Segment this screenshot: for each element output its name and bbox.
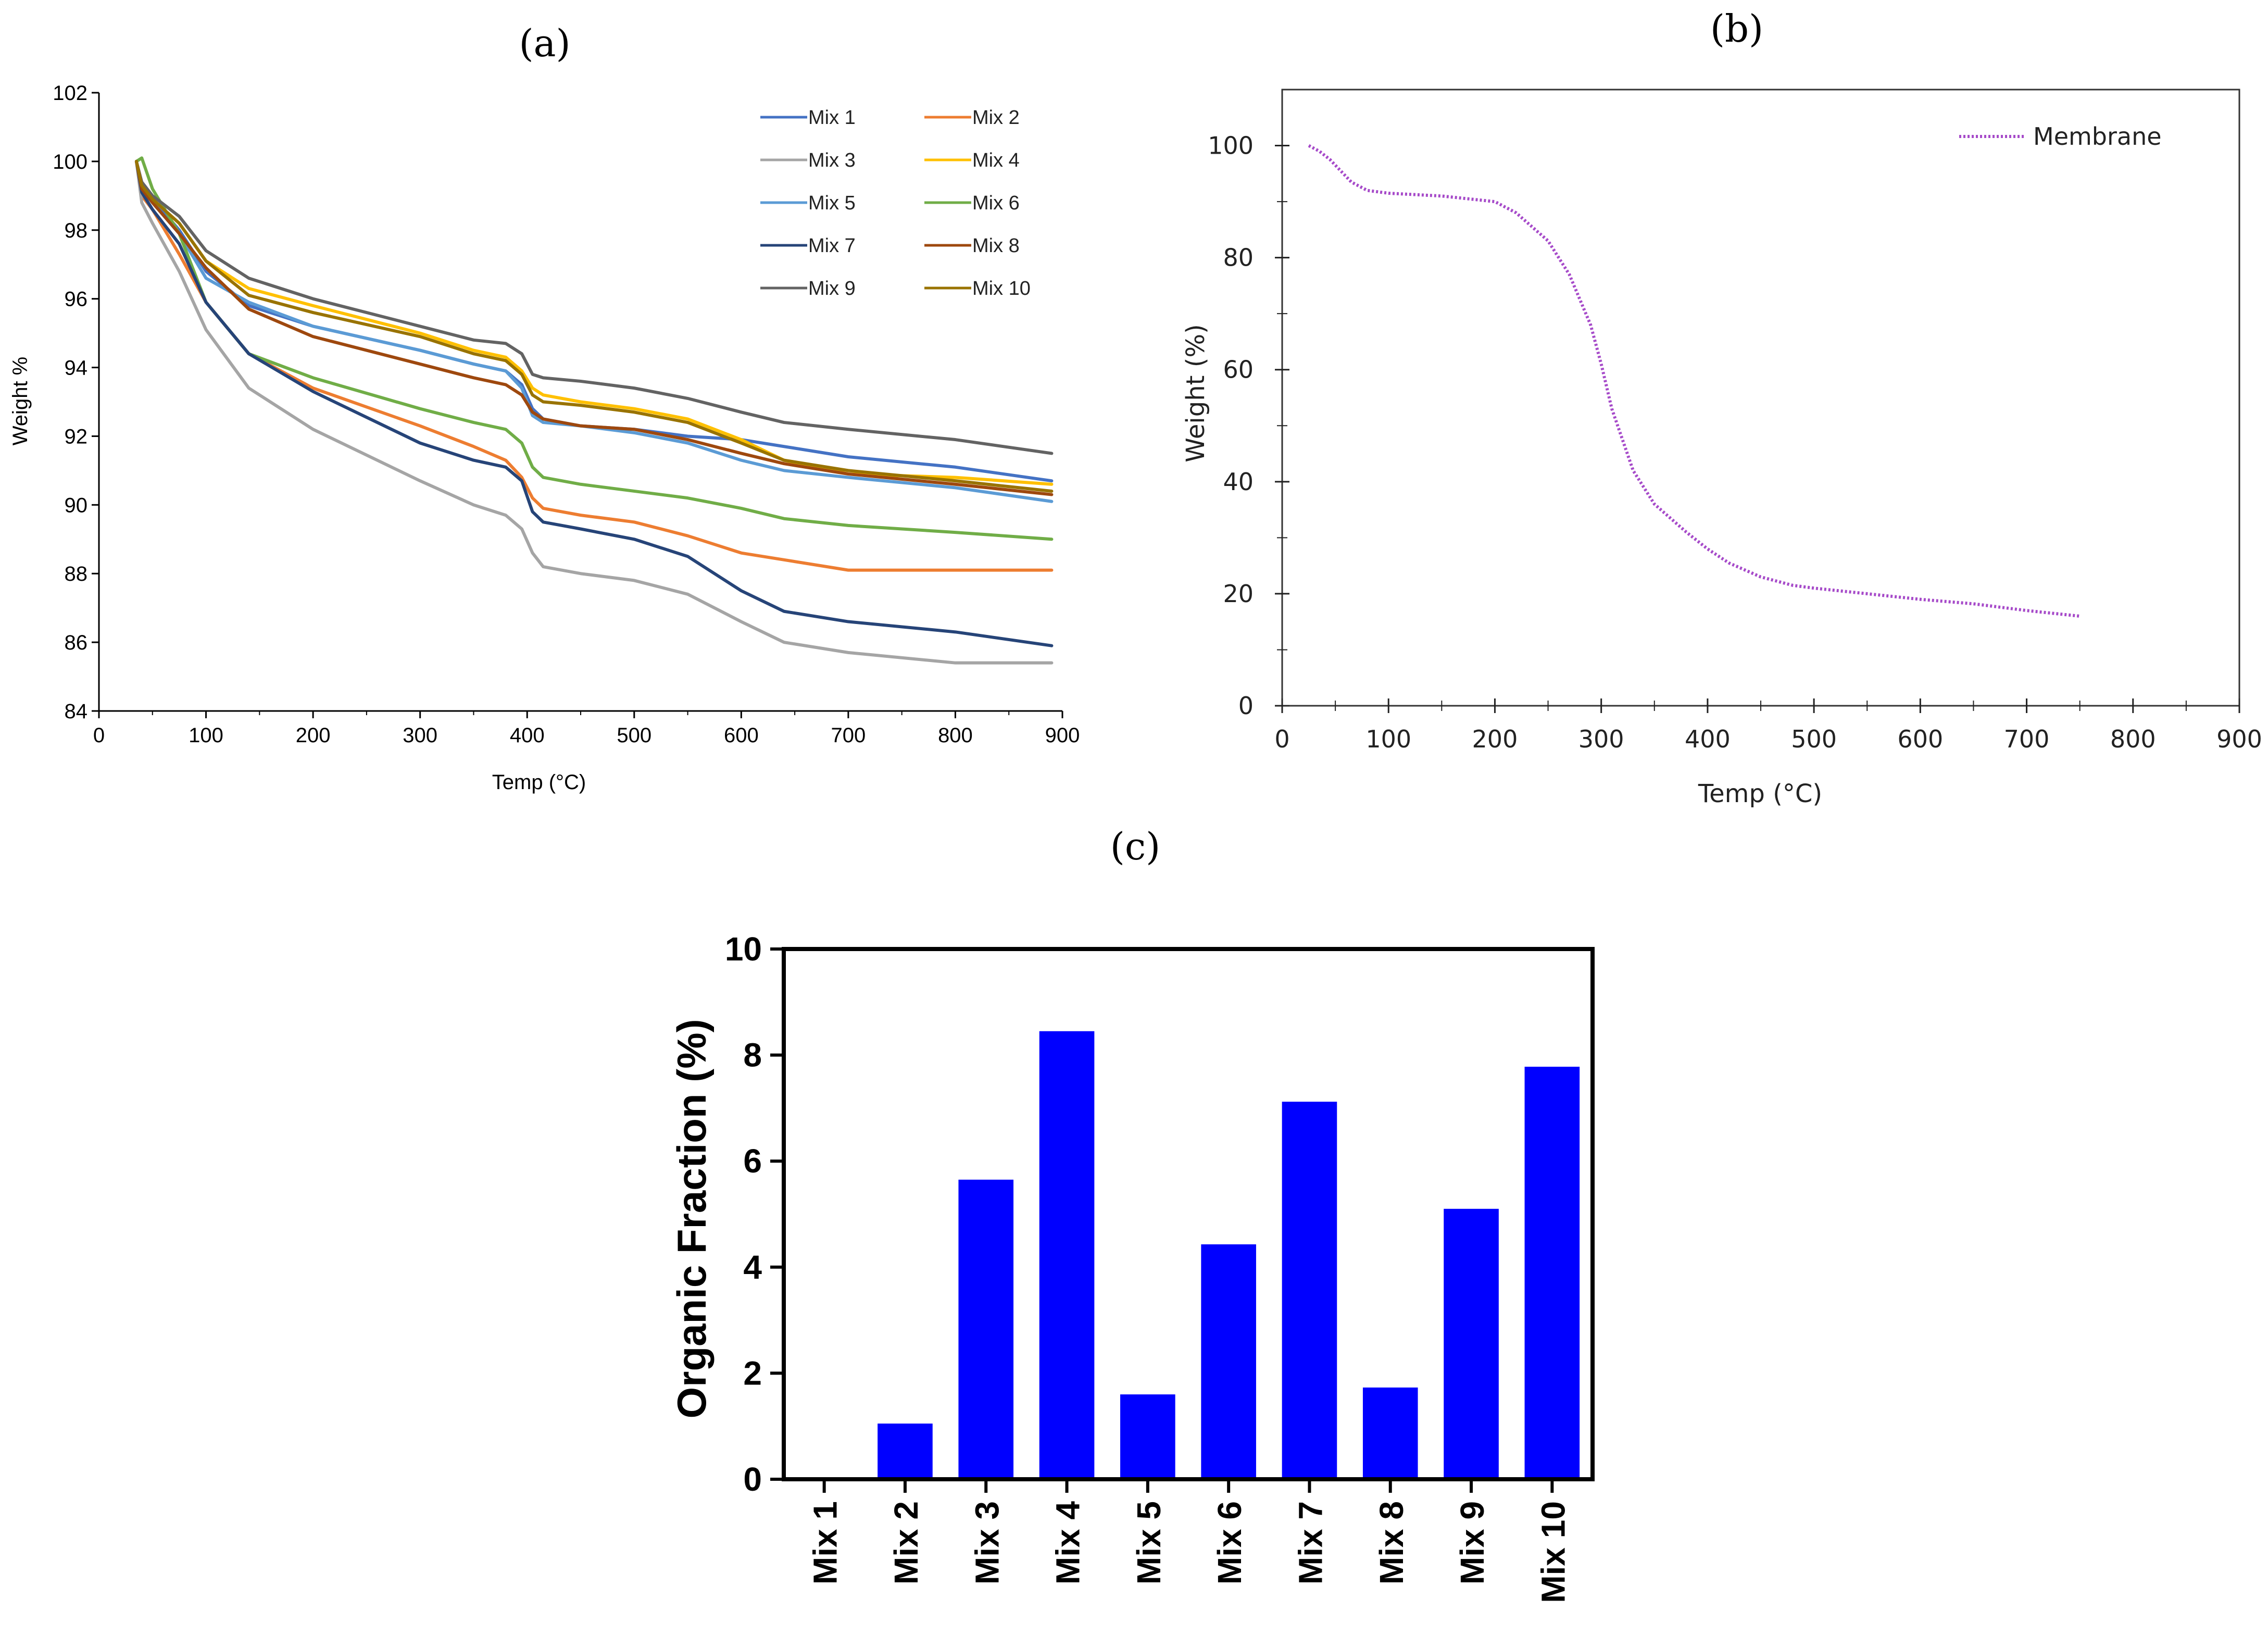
chart-a-x-tick-label: 600 <box>724 724 759 747</box>
chart-b-x-tick-label: 0 <box>1274 725 1289 753</box>
chart-b-series-line <box>1308 144 2080 618</box>
chart-b-y-label: Weight (%) <box>1181 324 1210 463</box>
chart-a-y-tick-label: 88 <box>65 563 88 585</box>
chart-a-x-label: Temp (°C) <box>492 771 586 794</box>
chart-a-legend-label: Mix 9 <box>808 278 856 299</box>
chart-a-legend-label: Mix 7 <box>808 235 856 257</box>
chart-b-legend-label: Membrane <box>2033 122 2162 151</box>
chart-a-x-tick-label: 700 <box>831 724 866 747</box>
chart-b-y-tick-label: 20 <box>1223 580 1254 608</box>
panel-label-b: (b) <box>1710 7 1763 51</box>
chart-b-legend: Membrane <box>1959 122 2162 151</box>
chart-a-x-tick-label: 900 <box>1045 724 1080 747</box>
chart-a-y-tick-label: 98 <box>65 219 88 242</box>
chart-b-x-tick-label: 200 <box>1472 725 1518 753</box>
panel-label-c: (c) <box>1110 825 1161 868</box>
chart-c-bar <box>1120 1394 1175 1479</box>
chart-a-series-line <box>134 159 1054 503</box>
chart-a-y-tick-label: 96 <box>65 288 88 311</box>
chart-a-legend-label: Mix 5 <box>808 192 856 214</box>
chart-a-legend-label: Mix 1 <box>808 107 856 129</box>
chart-b-x-tick-label: 600 <box>1897 725 1943 753</box>
chart-a-series-line <box>134 156 1054 541</box>
chart-a-y-tick-label: 84 <box>65 700 88 723</box>
chart-b-y-tick-label: 60 <box>1223 356 1254 384</box>
chart-a-y-tick-label: 102 <box>53 82 87 105</box>
chart-b-x-tick-label: 900 <box>2216 725 2262 753</box>
chart-b-y-tick-label: 0 <box>1238 692 1254 720</box>
chart-a-y-tick-label: 92 <box>65 425 88 448</box>
chart-a-y-tick-label: 90 <box>65 494 88 517</box>
chart-b-x-tick-label: 700 <box>2004 725 2050 753</box>
chart-a-x-tick-label: 300 <box>403 724 437 747</box>
chart-a-legend-label: Mix 3 <box>808 149 856 171</box>
chart-c-bar <box>1039 1031 1095 1479</box>
chart-a-y-tick-label: 100 <box>53 151 87 173</box>
chart-a-series-line <box>134 159 1054 496</box>
chart-c-y-tick-label: 4 <box>743 1249 762 1286</box>
chart-a-legend-label: Mix 8 <box>972 235 1020 257</box>
chart-c-y-tick-label: 10 <box>725 930 762 968</box>
chart-c: Mix 1 Mix 2 Mix 3 Mix 4 Mix 5 Mix 6 Mix 7 Mix 8… <box>669 930 1595 1603</box>
chart-b-x-tick-label: 500 <box>1791 725 1837 753</box>
chart-a-y-tick-label: 94 <box>65 357 88 380</box>
chart-a-legend-label: Mix 10 <box>972 278 1031 299</box>
panel-label-a: (a) <box>519 21 570 65</box>
chart-c-x-tick-label: Mix 8 <box>1373 1501 1410 1584</box>
chart-a-x-tick-label: 100 <box>189 724 223 747</box>
chart-c-y-tick-label: 6 <box>743 1142 762 1180</box>
chart-b: 0 20 40 60 80 100 0 100 200 300 400 500 600 700 800 900… <box>1181 89 2262 808</box>
chart-a-x-tick-label: 400 <box>510 724 545 747</box>
chart-a-legend-label: Mix 4 <box>972 149 1020 171</box>
chart-b-y-tick-label: 40 <box>1223 468 1254 496</box>
chart-a-legend-label: Mix 6 <box>972 192 1020 214</box>
chart-a-series-line <box>134 159 1054 665</box>
chart-a-x-tick-label: 0 <box>93 724 105 747</box>
chart-c-x-tick-label: Mix 7 <box>1292 1501 1329 1584</box>
chart-a-x-tick-label: 200 <box>296 724 331 747</box>
chart-a-y-label: Weight % <box>9 357 32 445</box>
chart-a-series-line <box>134 159 1054 493</box>
chart-c-bar <box>1444 1208 1499 1479</box>
chart-a: 84 86 88 90 92 94 96 98 100 102 0 100 200 300 400 500 60… <box>9 82 1080 794</box>
chart-c-bar <box>1524 1066 1580 1479</box>
chart-c-y-tick-label: 8 <box>743 1037 762 1074</box>
chart-c-x-tick-label: Mix 3 <box>968 1501 1006 1584</box>
chart-c-x-tick-label: Mix 6 <box>1211 1501 1248 1584</box>
chart-c-bar <box>878 1424 933 1479</box>
chart-a-series-line <box>134 159 1054 455</box>
chart-c-bar <box>1362 1387 1418 1479</box>
chart-c-frame <box>782 947 1595 1481</box>
chart-b-x-label: Temp (°C) <box>1698 779 1822 808</box>
chart-c-x-tick-label: Mix 1 <box>807 1501 844 1584</box>
chart-b-y-tick-label: 100 <box>1208 132 1254 160</box>
chart-c-x-tick-label: Mix 9 <box>1453 1501 1491 1584</box>
chart-b-x-tick-label: 800 <box>2110 725 2156 753</box>
chart-c-y-label: Organic Fraction (%) <box>669 1019 715 1418</box>
chart-a-series-line <box>134 159 1054 647</box>
chart-c-x-tick-label: Mix 4 <box>1049 1501 1087 1584</box>
chart-a-x-tick-label: 800 <box>938 724 973 747</box>
chart-c-x-tick-label: Mix 5 <box>1130 1501 1168 1584</box>
chart-c-x-tick-label: Mix 10 <box>1534 1501 1572 1603</box>
chart-a-x-tick-label: 500 <box>617 724 651 747</box>
chart-a-y-tick-label: 86 <box>65 631 88 654</box>
chart-b-x-tick-label: 400 <box>1685 725 1731 753</box>
chart-b-y-tick-label: 80 <box>1223 244 1254 272</box>
chart-b-frame <box>1281 89 2240 707</box>
chart-c-bar <box>1282 1102 1337 1479</box>
chart-a-legend-label: Mix 2 <box>972 107 1020 129</box>
chart-c-bar <box>1201 1244 1256 1479</box>
chart-b-x-tick-label: 100 <box>1365 725 1411 753</box>
chart-a-legend: Mix 1 Mix 2 Mix 3 Mix 4 Mix 5 Mix 6 Mix 7 Mix 8… <box>760 107 1031 299</box>
chart-c-y-tick-label: 2 <box>743 1354 762 1392</box>
chart-c-y-tick-label: 0 <box>743 1460 762 1498</box>
chart-c-x-tick-label: Mix 2 <box>887 1501 925 1584</box>
chart-a-series-line <box>134 159 1054 572</box>
chart-b-x-tick-label: 300 <box>1578 725 1624 753</box>
chart-c-bar <box>958 1179 1014 1479</box>
